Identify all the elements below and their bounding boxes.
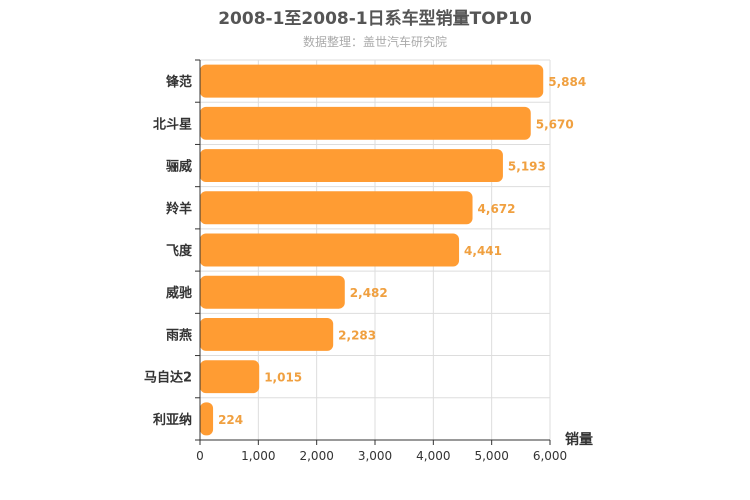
- data-label: 2,283: [338, 328, 376, 342]
- bar: [200, 275, 345, 309]
- chart-subtitle: 数据整理：盖世汽车研究院: [302, 35, 447, 49]
- category-label: 羚羊: [166, 201, 192, 217]
- category-label: 骊威: [166, 159, 192, 175]
- chart-title: 2008-1至2008-1日系车型销量TOP10: [218, 9, 532, 29]
- data-label: 5,670: [536, 117, 574, 131]
- data-label: 4,672: [478, 202, 516, 216]
- category-label: 飞度: [166, 243, 193, 259]
- bar: [200, 191, 473, 225]
- bar: [200, 233, 460, 267]
- bar: [200, 64, 544, 98]
- x-tick-label: 4,000: [416, 449, 450, 463]
- data-label: 2,482: [350, 286, 388, 300]
- data-label: 224: [218, 413, 243, 427]
- x-axis-title: 销量: [565, 431, 593, 448]
- bar: [200, 149, 503, 183]
- axes: [199, 60, 550, 441]
- bar: [200, 402, 214, 436]
- x-tick-label: 3,000: [358, 449, 392, 463]
- data-label: 1,015: [264, 371, 302, 385]
- bars: [200, 64, 544, 436]
- category-label: 雨燕: [166, 327, 192, 343]
- x-tick-label: 5,000: [474, 449, 508, 463]
- data-label: 5,884: [548, 75, 586, 89]
- x-tick-label: 0: [196, 449, 204, 463]
- data-label: 4,441: [464, 244, 502, 258]
- data-label: 5,193: [508, 160, 546, 174]
- labels: 0 1,000 2,000 3,000 4,000 5,000 6,000 锋范 5,884 北斗…: [144, 74, 586, 463]
- bar: [200, 106, 531, 140]
- category-label: 锋范: [166, 74, 192, 90]
- x-tick-label: 6,000: [533, 449, 567, 463]
- category-label: 马自达2: [144, 370, 192, 386]
- x-tick-label: 1,000: [241, 449, 275, 463]
- category-label: 利亚纳: [153, 412, 192, 428]
- bar: [200, 360, 260, 394]
- category-label: 北斗星: [153, 117, 192, 132]
- bar: [200, 317, 334, 351]
- category-label: 威驰: [166, 285, 192, 301]
- x-tick-label: 2,000: [299, 449, 333, 463]
